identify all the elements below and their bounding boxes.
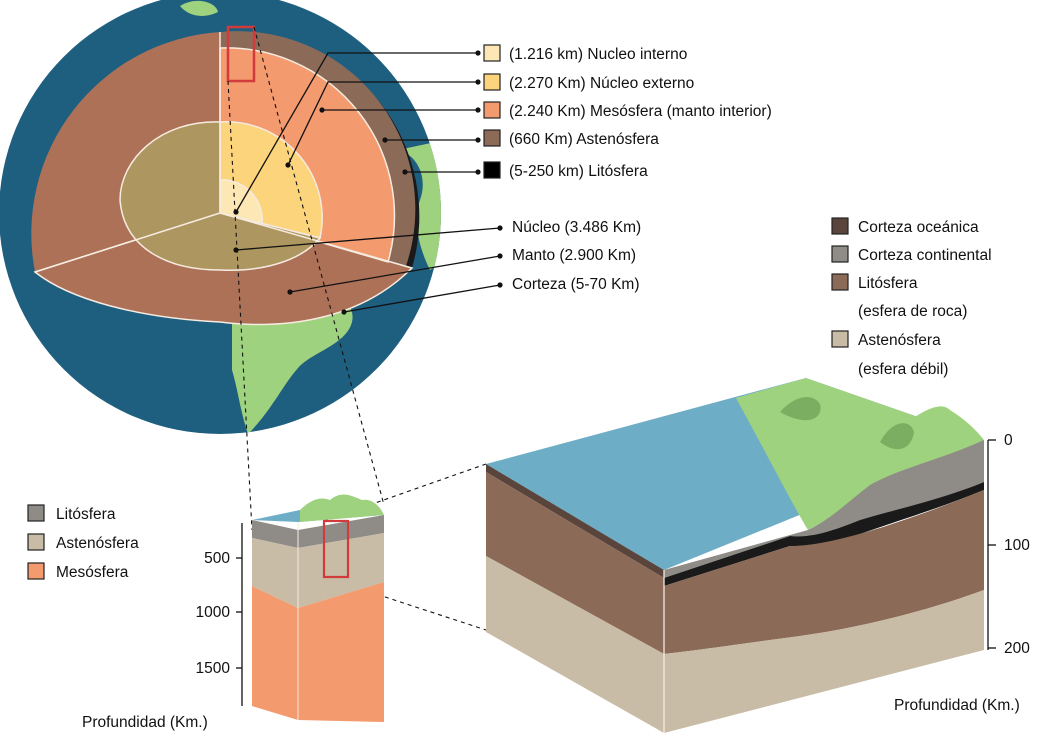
legend-label-outer-core: (2.270 Km) Núcleo externo [509, 75, 694, 92]
depth-column [252, 494, 384, 722]
block-axis: 0 100 200 Profundidad (Km.) [894, 432, 1030, 714]
cut-edge-right [219, 212, 413, 269]
globe-highlight-box [226, 25, 256, 83]
dashed-connectors [227, 26, 487, 631]
legend-leader-lines [235, 52, 478, 213]
legend-swatch-oceanic-crust [831, 217, 849, 235]
legend-label-asthenosphere-weak-sub: (esfera débil) [858, 361, 948, 378]
block-oceanic-crust-left [486, 464, 664, 578]
continent-north-west [180, 0, 218, 16]
connector-globe-left [227, 80, 253, 531]
crust-legend: Corteza oceánica Corteza continental Lit… [831, 217, 992, 378]
legend-label-col-lithosphere: Litósfera [56, 506, 116, 523]
block-forest-1 [880, 423, 914, 450]
block-tick-200: 200 [1004, 640, 1030, 657]
globe-zone-labels: Núcleo (3.486 Km) Manto (2.900 Km) Corte… [233, 219, 641, 315]
legend-swatch-inner-core [483, 44, 501, 62]
column-mesosphere-left [252, 586, 298, 720]
legend-swatch-lithosphere [483, 161, 501, 179]
connector-globe-right [253, 26, 385, 506]
continent-south [232, 297, 353, 434]
legend-swatch-outer-core [483, 73, 501, 91]
column-asthenosphere-right [298, 533, 384, 608]
globe [0, 0, 441, 434]
label-crust: Corteza (5-70 Km) [512, 276, 639, 293]
column-tick-1000: 1000 [196, 604, 231, 621]
column-tick-500: 500 [204, 550, 230, 567]
column-lithosphere-right [298, 515, 384, 548]
block-tick-100: 100 [1004, 537, 1030, 554]
legend-swatch-continental-crust [831, 245, 849, 263]
legend-swatch-asthenosphere-weak [831, 330, 849, 348]
block-forest-2 [780, 397, 821, 421]
column-axis: 500 1000 1500 Profundidad (Km.) [82, 523, 243, 731]
block-continental-crust-right [664, 440, 984, 578]
legend-label-continental-crust: Corteza continental [858, 247, 992, 264]
legend-label-col-asthenosphere: Astenósfera [56, 535, 139, 552]
legend-label-asthenosphere-weak: Astenósfera [858, 332, 941, 349]
column-tick-1500: 1500 [196, 660, 231, 677]
globe-layers-legend: (1.216 km) Nucleo interno (2.270 Km) Núc… [483, 44, 772, 180]
legend-swatch-lithosphere-rock [831, 273, 849, 291]
legend-label-mesosphere: (2.240 Km) Mesósfera (manto interior) [509, 103, 772, 120]
column-lithosphere-left [252, 520, 298, 548]
legend-label-asthenosphere: (660 Km) Astenósfera [509, 131, 659, 148]
legend-swatch-asthenosphere [483, 129, 501, 147]
crust-block [486, 378, 984, 733]
legend-label-lithosphere-rock: Litósfera [858, 275, 918, 292]
block-hills [900, 406, 984, 446]
column-legend: Litósfera Astenósfera Mesósfera [27, 504, 139, 581]
legend-swatch-mesosphere [483, 101, 501, 119]
legend-label-lithosphere: (5-250 km) Litósfera [509, 163, 648, 180]
block-asthenosphere-left [486, 556, 664, 733]
legend-label-oceanic-crust: Corteza oceánica [858, 219, 979, 236]
cut-edge-left [34, 212, 221, 273]
legend-label-inner-core: (1.216 km) Nucleo interno [509, 46, 687, 63]
block-lithosphere-right [664, 490, 984, 654]
legend-label-col-mesosphere: Mesósfera [56, 564, 129, 581]
block-axis-label: Profundidad (Km.) [894, 697, 1020, 714]
column-mesosphere-right [298, 582, 384, 722]
label-mantle: Manto (2.900 Km) [512, 247, 636, 264]
legend-label-lithosphere-rock-sub: (esfera de roca) [858, 303, 967, 320]
leader-inner-core [235, 52, 478, 213]
leader-outer-core [287, 81, 478, 166]
block-asthenosphere-right [664, 590, 984, 733]
legend-swatch-col-lithosphere [27, 504, 45, 522]
label-core: Núcleo (3.486 Km) [512, 219, 641, 236]
column-highlight-box [322, 519, 350, 579]
block-lithosphere-left [486, 472, 664, 654]
legend-swatch-col-mesosphere [27, 562, 45, 580]
legend-leader-dots [233, 50, 481, 215]
column-asthenosphere-left [252, 538, 298, 608]
block-crust-boundary [664, 482, 984, 586]
column-top-land [300, 494, 384, 522]
column-axis-label: Profundidad (Km.) [82, 714, 208, 731]
legend-swatch-col-asthenosphere [27, 533, 45, 551]
block-tick-0: 0 [1004, 432, 1013, 449]
